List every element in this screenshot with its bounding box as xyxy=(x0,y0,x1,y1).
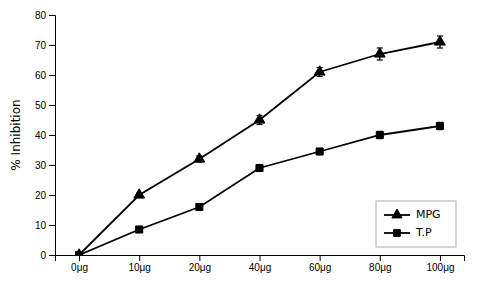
y-tick-mark xyxy=(49,225,55,226)
x-tick-label: 80μg xyxy=(369,262,391,273)
x-tick-label: 0μg xyxy=(71,262,88,273)
marker xyxy=(436,122,443,129)
legend-item: MPG xyxy=(384,208,441,221)
y-tick: 10 xyxy=(35,220,55,231)
y-tick: 80 xyxy=(35,10,55,21)
plot: 0μg 10μg 20μg 40μg 60μg 80μg 100μg 0 10 20 30 40 50 6… xyxy=(35,10,465,273)
y-tick: 30 xyxy=(35,160,55,171)
marker xyxy=(136,226,143,233)
x-tick-mark xyxy=(440,255,441,261)
y-tick-label: 40 xyxy=(35,130,47,141)
y-tick-label: 60 xyxy=(35,70,47,81)
y-tick: 20 xyxy=(35,190,55,201)
legend-frame xyxy=(376,201,456,247)
marker xyxy=(74,249,85,255)
marker xyxy=(376,131,383,138)
error-bar xyxy=(437,122,443,129)
x-tick-mark xyxy=(139,255,140,261)
y-tick-label: 50 xyxy=(35,100,47,111)
x-tick-label: 60μg xyxy=(309,262,331,273)
y-tick-mark xyxy=(49,195,55,196)
error-bar-cap xyxy=(437,47,443,48)
x-tick: 20μg xyxy=(189,255,211,273)
legend-label: T.P xyxy=(415,226,432,239)
legend-marker xyxy=(392,209,402,218)
y-tick: 60 xyxy=(35,70,55,81)
x-tick-mark xyxy=(199,255,200,261)
y-tick-mark xyxy=(49,135,55,136)
marker xyxy=(194,153,205,162)
y-tick-label: 30 xyxy=(35,160,47,171)
error-bar-cap xyxy=(377,59,383,60)
marker xyxy=(435,36,446,45)
legend-marker xyxy=(394,230,401,237)
error-bar xyxy=(257,165,263,171)
x-tick-mark xyxy=(260,255,261,261)
x-tick-label: 100μg xyxy=(426,262,454,273)
legend-label: MPG xyxy=(416,208,441,221)
marker xyxy=(314,66,325,75)
y-tick-mark xyxy=(49,15,55,16)
x-tick-mark xyxy=(380,255,381,261)
y-tick-label: 20 xyxy=(35,190,47,201)
error-bar xyxy=(317,149,323,155)
y-tick-mark xyxy=(49,45,55,46)
x-axis: 0μg 10μg 20μg 40μg 60μg 80μg 100μg xyxy=(56,255,465,273)
marker xyxy=(134,189,145,198)
x-tick-label: 40μg xyxy=(249,262,271,273)
y-axis-title: % Inhibition xyxy=(9,99,23,170)
x-tick-mark xyxy=(320,255,321,261)
x-tick: 40μg xyxy=(249,255,271,273)
y-tick: 0 xyxy=(40,250,55,261)
chart: 0μg 10μg 20μg 40μg 60μg 80μg 100μg 0 10 20 30 40 50 6… xyxy=(0,0,484,293)
y-tick: 70 xyxy=(35,40,55,51)
marker xyxy=(196,203,203,210)
legend: MPG T.P xyxy=(376,201,456,247)
error-bar-cap xyxy=(317,76,323,77)
x-tick: 100μg xyxy=(426,255,454,273)
error-bar xyxy=(377,131,383,138)
y-tick-mark xyxy=(49,75,55,76)
marker xyxy=(374,48,385,57)
x-tick: 60μg xyxy=(309,255,331,273)
y-axis: 0 10 20 30 40 50 60 70 80 xyxy=(35,10,56,261)
y-tick-label: 70 xyxy=(35,40,47,51)
y-axis-line xyxy=(49,16,56,256)
x-tick: 10μg xyxy=(128,255,150,273)
legend-item: T.P xyxy=(384,226,432,239)
y-tick: 50 xyxy=(35,100,55,111)
x-tick: 0μg xyxy=(71,255,88,273)
x-tick-label: 10μg xyxy=(128,262,150,273)
y-tick-label: 80 xyxy=(35,10,47,21)
marker xyxy=(256,164,263,171)
y-tick-mark xyxy=(49,255,55,256)
x-tick: 80μg xyxy=(369,255,391,273)
y-tick-label: 10 xyxy=(35,220,47,231)
marker xyxy=(76,251,83,255)
x-tick-label: 20μg xyxy=(189,262,211,273)
y-tick-label: 0 xyxy=(40,250,46,261)
marker xyxy=(316,148,323,155)
y-tick-mark xyxy=(49,165,55,166)
marker xyxy=(254,114,265,123)
x-axis-line xyxy=(56,256,465,262)
error-bar-cap xyxy=(257,124,263,125)
y-tick-mark xyxy=(49,105,55,106)
y-tick: 40 xyxy=(35,130,55,141)
x-tick-mark xyxy=(79,255,80,261)
